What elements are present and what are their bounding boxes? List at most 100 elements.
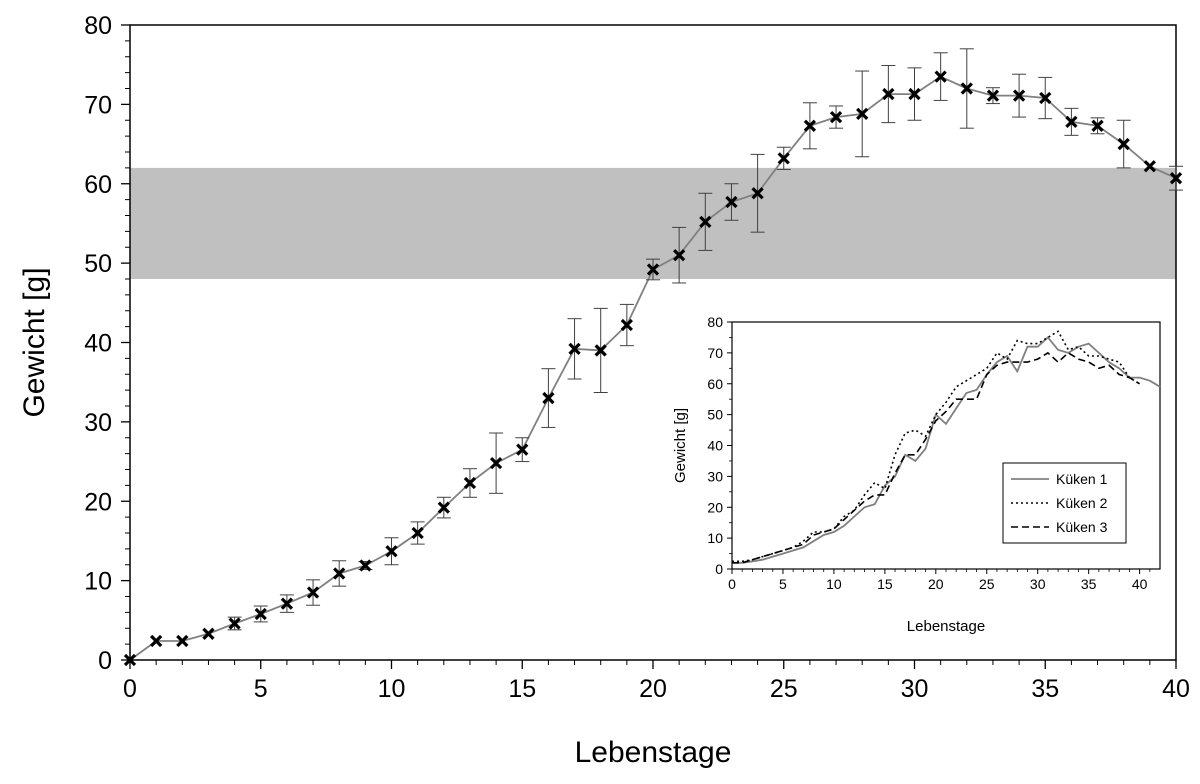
data-point xyxy=(516,443,529,456)
x-tick-label: 20 xyxy=(639,675,667,703)
data-point-stroke xyxy=(934,70,947,83)
data-point xyxy=(228,617,241,630)
data-point-stroke xyxy=(673,249,686,262)
inset-x-tick-label: 30 xyxy=(1030,576,1046,592)
data-point xyxy=(594,344,607,357)
data-point xyxy=(1065,115,1078,128)
data-point-stroke xyxy=(620,318,633,332)
data-point-stroke xyxy=(699,215,712,228)
data-point xyxy=(986,89,1000,102)
data-point xyxy=(411,526,424,540)
data-point-stroke xyxy=(150,634,163,648)
data-point xyxy=(1117,137,1130,151)
x-tick-label: 30 xyxy=(901,675,929,703)
x-tick-label: 35 xyxy=(1031,675,1059,703)
inset-x-axis-label: Lebenstage xyxy=(907,618,985,635)
y-tick-label: 0 xyxy=(98,647,112,675)
x-tick-label: 10 xyxy=(378,675,406,703)
x-tick-label: 5 xyxy=(254,675,268,703)
data-point-stroke xyxy=(986,89,1000,102)
y-tick-label: 40 xyxy=(84,330,112,358)
inset-y-tick-label: 60 xyxy=(707,376,723,392)
data-point-stroke xyxy=(306,586,320,599)
data-point xyxy=(333,567,346,580)
data-point-stroke xyxy=(856,107,869,121)
data-point-stroke xyxy=(1117,137,1130,151)
x-tick-label: 0 xyxy=(123,675,137,703)
data-point xyxy=(699,215,712,228)
inset-x-tick-label: 15 xyxy=(877,576,893,592)
data-point-stroke xyxy=(960,82,973,95)
data-point-stroke xyxy=(725,195,738,209)
inset-legend xyxy=(1002,462,1127,544)
inset-y-axis-label: Gewicht [g] xyxy=(672,408,689,483)
data-point-stroke xyxy=(463,476,477,490)
data-point xyxy=(542,391,555,405)
data-point-stroke xyxy=(542,391,555,405)
inset-series-line-3 xyxy=(732,351,1141,564)
data-point-stroke xyxy=(333,567,346,580)
data-point-stroke xyxy=(228,617,241,630)
inset-y-tick-label: 70 xyxy=(707,345,723,361)
data-point-stroke xyxy=(777,152,790,165)
inset-y-tick-label: 40 xyxy=(707,438,723,454)
data-point xyxy=(1143,160,1156,173)
data-point-stroke xyxy=(829,110,843,124)
data-point-stroke xyxy=(437,501,450,514)
data-point xyxy=(882,87,895,101)
data-point-stroke xyxy=(751,187,764,200)
y-tick-label: 20 xyxy=(84,488,112,516)
inset-x-tick-label: 20 xyxy=(928,576,944,592)
data-point xyxy=(620,318,633,332)
inset-x-tick-label: 40 xyxy=(1132,576,1148,592)
data-point-stroke xyxy=(908,87,921,101)
data-point-stroke xyxy=(646,263,660,276)
data-point-stroke xyxy=(1012,89,1026,102)
inset-x-tick-label: 0 xyxy=(728,576,736,592)
data-point xyxy=(280,597,294,610)
data-point-stroke xyxy=(1143,160,1156,173)
data-point xyxy=(254,607,267,621)
data-point-stroke xyxy=(516,443,529,456)
data-point xyxy=(489,457,503,470)
y-tick-label: 70 xyxy=(84,91,112,119)
data-point xyxy=(176,634,189,648)
inset-x-tick-label: 25 xyxy=(979,576,995,592)
data-point xyxy=(673,249,686,262)
x-axis-label: Lebenstage xyxy=(575,736,732,769)
data-point xyxy=(1039,91,1052,105)
inset-x-tick-label: 10 xyxy=(826,576,842,592)
data-point xyxy=(751,187,764,200)
data-point xyxy=(359,559,372,572)
data-point xyxy=(777,152,790,165)
data-point xyxy=(150,634,163,648)
data-point-stroke xyxy=(1065,115,1078,128)
data-point xyxy=(568,342,581,355)
inset-y-tick-label: 20 xyxy=(707,499,723,515)
data-point xyxy=(908,87,921,101)
data-point-stroke xyxy=(411,526,424,540)
data-point xyxy=(306,586,320,599)
y-tick-label: 10 xyxy=(84,568,112,596)
x-tick-label: 40 xyxy=(1162,675,1190,703)
data-point xyxy=(829,110,843,124)
data-point-stroke xyxy=(359,559,372,572)
x-tick-label: 25 xyxy=(770,675,798,703)
inset-x-tick-label: 35 xyxy=(1081,576,1097,592)
data-point xyxy=(725,195,738,209)
data-point-stroke xyxy=(1039,91,1052,105)
data-point xyxy=(1091,119,1104,132)
data-point-stroke xyxy=(489,457,503,470)
data-point xyxy=(856,107,869,121)
inset-y-tick-label: 0 xyxy=(715,561,723,577)
data-point-stroke xyxy=(882,87,895,101)
data-point-stroke xyxy=(1091,119,1104,132)
data-point-stroke xyxy=(1169,172,1183,185)
inset-series-line-1 xyxy=(732,336,1161,564)
data-point xyxy=(463,476,477,490)
data-point-stroke xyxy=(123,653,137,667)
y-tick-label: 80 xyxy=(84,12,112,40)
data-point xyxy=(437,501,450,514)
data-point-stroke xyxy=(803,119,817,132)
